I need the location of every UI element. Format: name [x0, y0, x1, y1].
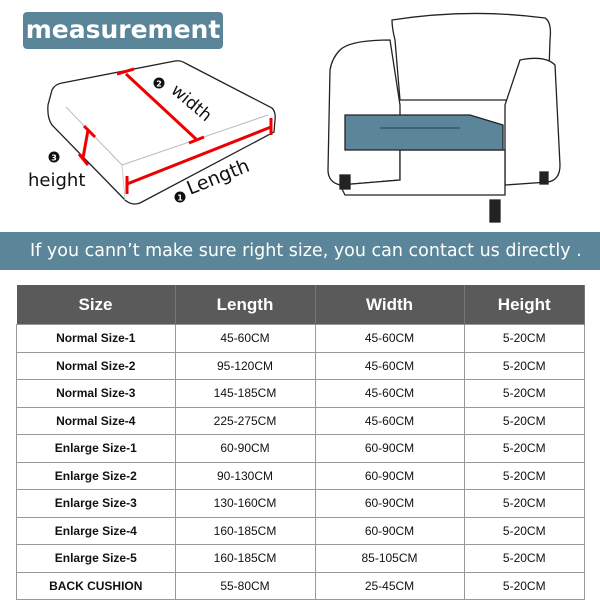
- measurement-tag: measurement: [23, 12, 223, 49]
- length-cell: 60-90CM: [174, 434, 316, 463]
- width-cell: 45-60CM: [314, 324, 465, 353]
- table-row: Normal Size-2 95-120CM 45-60CM 5-20CM: [16, 351, 585, 380]
- length-cell: 145-185CM: [174, 379, 316, 408]
- contact-banner: If you cann’t make sure right size, you …: [0, 232, 600, 270]
- armchair-illustration: [327, 12, 561, 223]
- width-cell: 60-90CM: [314, 489, 465, 518]
- width-cell: 60-90CM: [314, 434, 465, 463]
- table-row: Normal Size-4 225-275CM 45-60CM 5-20CM: [16, 406, 585, 435]
- length-cell: 160-185CM: [174, 544, 316, 573]
- table-row: Normal Size-1 45-60CM 45-60CM 5-20CM: [16, 324, 585, 353]
- length-cell: 130-160CM: [174, 489, 316, 518]
- length-cell: 45-60CM: [174, 324, 316, 353]
- table-row: Enlarge Size-3 130-160CM 60-90CM 5-20CM: [16, 489, 585, 518]
- svg-text:2: 2: [156, 80, 162, 89]
- size-cell: Enlarge Size-4: [16, 516, 176, 545]
- table-row: Normal Size-3 145-185CM 45-60CM 5-20CM: [16, 379, 585, 408]
- height-cell: 5-20CM: [463, 379, 585, 408]
- length-cell: 95-120CM: [174, 351, 316, 380]
- size-cell: Enlarge Size-5: [16, 544, 176, 573]
- width-cell: 45-60CM: [314, 351, 465, 380]
- height-cell: 5-20CM: [463, 544, 585, 573]
- width-marker: [116, 67, 205, 145]
- svg-text:3: 3: [51, 154, 57, 163]
- height-cell: 5-20CM: [463, 516, 585, 545]
- size-table: Size Length Width Height Normal Size-1 45…: [16, 285, 585, 600]
- height-cell: 5-20CM: [463, 571, 585, 600]
- table-row: Enlarge Size-2 90-130CM 60-90CM 5-20CM: [16, 461, 585, 490]
- size-cell: Normal Size-2: [16, 351, 176, 380]
- table-row: Enlarge Size-5 160-185CM 85-105CM 5-20CM: [16, 544, 585, 573]
- length-marker: [125, 118, 273, 194]
- length-cell: 90-130CM: [174, 461, 316, 490]
- header-width: Width: [315, 285, 465, 325]
- height-cell: 5-20CM: [463, 406, 585, 435]
- size-cell: Normal Size-1: [16, 324, 176, 353]
- length-cell: 225-275CM: [174, 406, 316, 435]
- size-cell: Enlarge Size-1: [16, 434, 176, 463]
- table-row: Enlarge Size-1 60-90CM 60-90CM 5-20CM: [16, 434, 585, 463]
- length-number-icon: [174, 191, 186, 203]
- length-cell: 55-80CM: [174, 571, 316, 600]
- height-label: height: [28, 170, 85, 191]
- size-cell: Enlarge Size-2: [16, 461, 176, 490]
- width-number-icon: [153, 77, 165, 89]
- header-length: Length: [175, 285, 316, 325]
- size-cell: Normal Size-3: [16, 379, 176, 408]
- height-cell: 5-20CM: [463, 351, 585, 380]
- width-cell: 25-45CM: [314, 571, 465, 600]
- width-cell: 60-90CM: [314, 516, 465, 545]
- height-cell: 5-20CM: [463, 324, 585, 353]
- size-cell: Normal Size-4: [16, 406, 176, 435]
- width-cell: 85-105CM: [314, 544, 465, 573]
- table-header-row: Size Length Width Height: [16, 285, 585, 325]
- width-cell: 45-60CM: [314, 406, 465, 435]
- width-cell: 45-60CM: [314, 379, 465, 408]
- svg-text:1: 1: [177, 194, 183, 203]
- length-cell: 160-185CM: [174, 516, 316, 545]
- height-cell: 5-20CM: [463, 434, 585, 463]
- cushion-diagram: 3 2 1 width Length height: [28, 60, 276, 205]
- width-cell: 60-90CM: [314, 461, 465, 490]
- header-size: Size: [16, 285, 176, 325]
- size-cell: Enlarge Size-3: [16, 489, 176, 518]
- height-cell: 5-20CM: [463, 461, 585, 490]
- size-cell: BACK CUSHION: [16, 571, 176, 600]
- table-row: Enlarge Size-4 160-185CM 60-90CM 5-20CM: [16, 516, 585, 545]
- header-height: Height: [464, 285, 585, 325]
- table-row: BACK CUSHION 55-80CM 25-45CM 5-20CM: [16, 571, 585, 600]
- height-marker: [77, 124, 97, 166]
- illustration: 3 2 1 width Length height: [28, 12, 561, 223]
- height-cell: 5-20CM: [463, 489, 585, 518]
- height-number-icon: [48, 151, 60, 163]
